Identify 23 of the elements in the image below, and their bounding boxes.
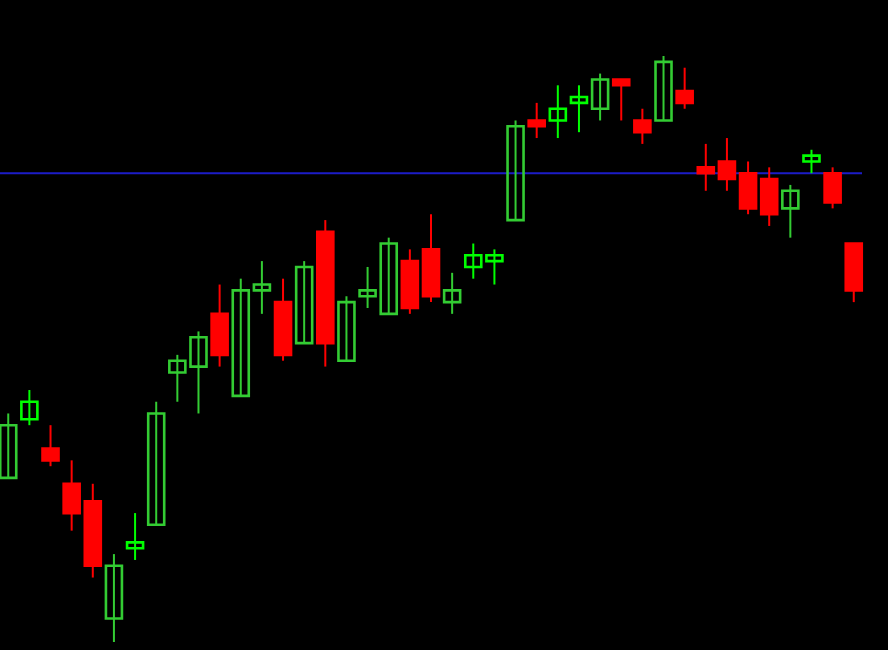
candlestick	[675, 66, 694, 110]
candlestick	[337, 295, 356, 363]
candlestick	[633, 107, 652, 145]
candlestick	[20, 389, 39, 427]
candlestick	[654, 55, 673, 122]
candlestick	[41, 424, 60, 468]
candlestick	[125, 512, 145, 561]
candlestick	[146, 400, 166, 527]
candlestick	[210, 283, 229, 368]
candlestick	[442, 271, 462, 315]
candlestick	[527, 101, 546, 140]
candlestick	[569, 84, 589, 134]
candlestick	[104, 553, 124, 643]
candlestick	[611, 78, 631, 122]
candlestick	[506, 119, 525, 222]
candlestick	[844, 242, 864, 304]
candlestick	[802, 148, 821, 175]
candlestick	[590, 72, 610, 122]
candlestick	[781, 183, 800, 239]
candlestick	[0, 412, 18, 480]
candlestick	[548, 84, 568, 140]
candlestick	[823, 166, 842, 210]
candlestick	[294, 260, 314, 345]
